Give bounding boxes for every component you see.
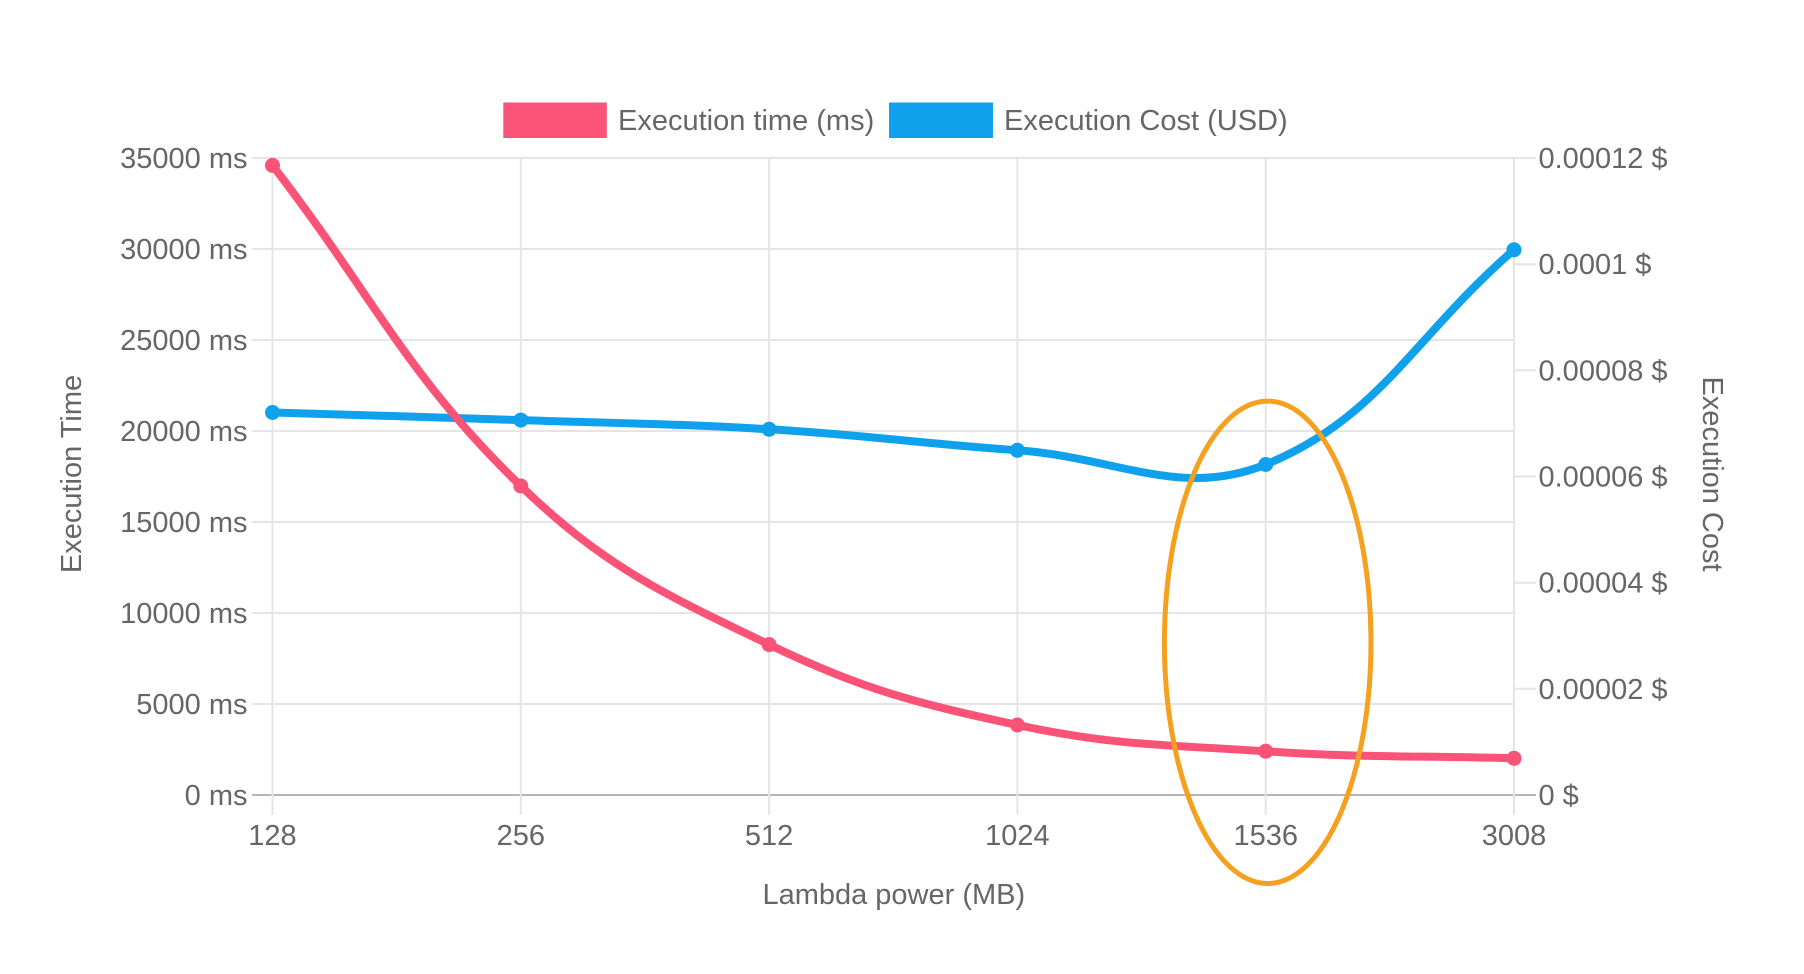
svg-text:Lambda power (MB): Lambda power (MB) [762,879,1025,911]
svg-text:35000 ms: 35000 ms [120,143,247,175]
svg-text:0.00004 $: 0.00004 $ [1539,568,1668,600]
svg-text:0.0001 $: 0.0001 $ [1539,249,1652,281]
svg-text:128: 128 [248,820,296,852]
svg-text:256: 256 [497,820,545,852]
svg-text:Execution Time: Execution Time [56,375,88,573]
svg-text:5000 ms: 5000 ms [136,689,247,721]
svg-text:1536: 1536 [1233,820,1298,852]
svg-text:20000 ms: 20000 ms [120,416,247,448]
svg-text:0 ms: 0 ms [185,780,248,812]
svg-text:25000 ms: 25000 ms [120,325,247,357]
svg-text:1024: 1024 [985,820,1050,852]
svg-text:10000 ms: 10000 ms [120,598,247,630]
svg-text:512: 512 [745,820,793,852]
svg-text:3008: 3008 [1482,820,1547,852]
svg-text:0 $: 0 $ [1539,780,1579,812]
svg-text:15000 ms: 15000 ms [120,507,247,539]
svg-text:Execution Cost (USD): Execution Cost (USD) [1004,105,1288,137]
svg-text:0.00006 $: 0.00006 $ [1539,462,1668,494]
svg-text:0.00002 $: 0.00002 $ [1539,674,1668,706]
svg-text:Execution time (ms): Execution time (ms) [618,105,874,137]
svg-text:30000 ms: 30000 ms [120,234,247,266]
svg-text:Execution Cost: Execution Cost [1696,376,1728,571]
svg-text:0.00008 $: 0.00008 $ [1539,355,1668,387]
svg-text:0.00012 $: 0.00012 $ [1539,143,1668,175]
